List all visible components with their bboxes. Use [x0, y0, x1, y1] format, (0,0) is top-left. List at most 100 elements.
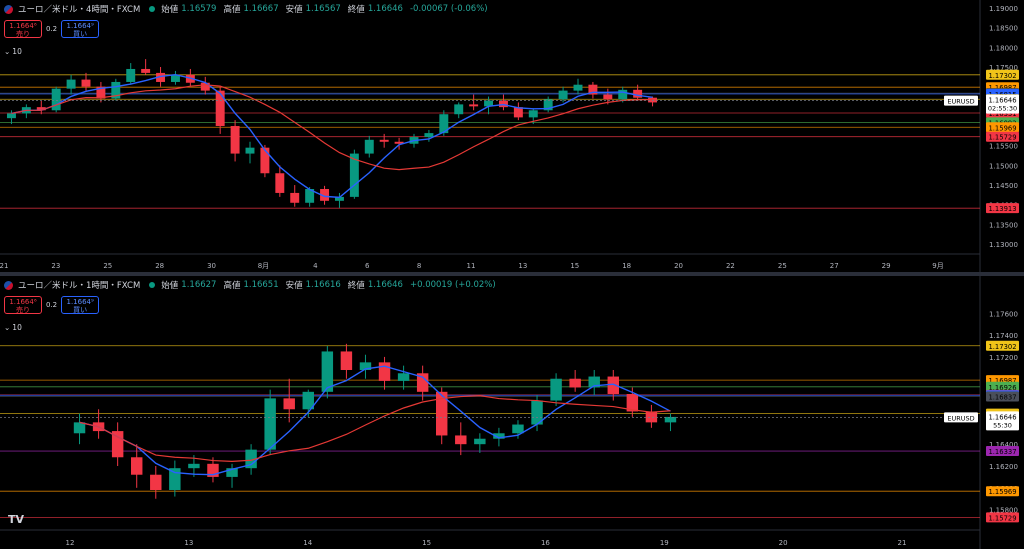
candle-body — [200, 82, 210, 91]
chart-canvas-4h[interactable]: 1.190001.185001.180001.175001.165001.160… — [0, 0, 1024, 272]
x-tick-label: 20 — [674, 262, 683, 270]
high-label: 高値 — [223, 281, 241, 291]
market-open-icon — [149, 282, 156, 288]
last-price-label: 1.16646 — [988, 97, 1016, 105]
candle-body — [349, 153, 359, 197]
candle-body — [359, 362, 372, 370]
x-tick-label: 18 — [622, 262, 631, 270]
buy-price: 1.1664⁹ — [66, 298, 94, 306]
candle-body — [320, 189, 330, 201]
candle-body — [230, 126, 240, 154]
candle-body — [603, 94, 613, 100]
y-tick-label: 1.13500 — [989, 221, 1018, 229]
x-tick-label: 28 — [155, 262, 164, 270]
indicator-toggle-4h[interactable]: ⌄ 10 — [4, 47, 22, 56]
x-tick-label: 20 — [779, 539, 788, 547]
candle-body — [455, 435, 467, 445]
trade-buttons-1h: 1.1664⁶ 売り 0.2 1.1664⁹ 買い — [4, 296, 100, 314]
price-level-badge — [986, 122, 1019, 133]
low-label: 安値 — [285, 5, 303, 15]
y-tick-label: 1.17500 — [989, 64, 1018, 72]
candle-body — [531, 400, 543, 425]
last-price-label: 1.16646 — [988, 413, 1016, 421]
candle-body — [275, 173, 285, 193]
indicator-count: 10 — [12, 323, 22, 332]
x-tick-label: 9月 — [932, 262, 943, 270]
indicator-toggle-1h[interactable]: ⌄ 10 — [4, 323, 22, 332]
price-level-label: 1.16331 — [988, 110, 1016, 118]
ma-short-line — [11, 73, 653, 199]
buy-price: 1.1664⁹ — [66, 22, 94, 30]
candle-body — [188, 463, 200, 469]
candle-body — [543, 99, 553, 111]
ma-long-line — [11, 84, 653, 171]
y-tick-label: 1.16200 — [989, 463, 1018, 471]
candle-body — [436, 391, 448, 436]
candle-body — [618, 89, 628, 100]
symbol-title[interactable]: ユーロ／米ドル・4時間・FXCM — [18, 5, 141, 15]
candle-body — [454, 104, 464, 115]
sell-label: 売り — [16, 30, 30, 38]
buy-button[interactable]: 1.1664⁹ 買い — [61, 20, 100, 38]
candle-body — [6, 113, 16, 119]
price-level-badge — [986, 381, 1019, 392]
candle-body — [379, 139, 389, 142]
candle-body — [498, 100, 508, 108]
candle-body — [569, 378, 581, 388]
price-level-label: 1.16987 — [988, 377, 1016, 385]
candle-body — [588, 84, 598, 95]
price-level-label: 1.17302 — [988, 343, 1016, 351]
x-tick-label: 15 — [422, 539, 431, 547]
candle-body — [364, 139, 374, 154]
x-tick-label: 4 — [313, 262, 318, 270]
y-tick-label: 1.16400 — [989, 441, 1018, 449]
low-label: 安値 — [285, 281, 303, 291]
sell-button[interactable]: 1.1664⁶ 売り — [4, 296, 42, 314]
x-tick-label: 13 — [184, 539, 193, 547]
candle-body — [484, 100, 494, 107]
candle-body — [73, 422, 86, 434]
price-level-badge — [986, 69, 1019, 80]
x-tick-label: 22 — [726, 262, 735, 270]
open-value: 1.16579 — [181, 4, 217, 14]
x-tick-label: 21 — [0, 262, 8, 270]
chart-canvas-1h[interactable]: 1.176001.174001.172001.164001.162001.160… — [0, 276, 1024, 549]
x-tick-label: 25 — [103, 262, 112, 270]
x-tick-label: 11 — [467, 262, 476, 270]
y-tick-label: 1.17600 — [989, 310, 1018, 318]
candle-body — [469, 104, 479, 107]
eurusd-flag-icon — [4, 4, 13, 14]
y-tick-label: 1.17400 — [989, 332, 1018, 340]
symbol-header-4h: ユーロ／米ドル・4時間・FXCM 始値 1.16579 高値 1.16667 安値 1… — [4, 3, 492, 15]
candle-body — [51, 88, 61, 111]
tradingview-logo-icon[interactable]: TV — [8, 513, 25, 526]
chart-pane-1h[interactable]: 1.176001.174001.172001.164001.162001.160… — [0, 276, 1024, 549]
symbol-title[interactable]: ユーロ／米ドル・1時間・FXCM — [18, 281, 141, 291]
candle-body — [245, 449, 257, 469]
candle-body — [512, 424, 524, 434]
candle-body — [633, 89, 643, 98]
sell-button[interactable]: 1.1664⁶ 売り — [4, 20, 42, 38]
chart-pane-4h[interactable]: 1.190001.185001.180001.175001.165001.160… — [0, 0, 1024, 272]
chevron-down-icon: ⌄ — [4, 323, 11, 332]
candle-body — [150, 474, 162, 490]
candle-body — [378, 362, 391, 381]
price-level-label: 1.15729 — [988, 514, 1016, 522]
buy-button[interactable]: 1.1664⁹ 買い — [61, 296, 100, 314]
x-tick-label: 14 — [303, 539, 312, 547]
candle-body — [283, 398, 295, 410]
candle-body — [321, 351, 334, 392]
last-price-badge — [986, 411, 1019, 431]
symbol-tag — [944, 412, 978, 423]
pane-divider[interactable] — [0, 272, 1024, 276]
ma-short-line — [79, 365, 671, 476]
candle-body — [397, 373, 410, 381]
price-level-badge — [986, 131, 1019, 142]
price-level-badge — [986, 446, 1019, 457]
candle-body — [416, 373, 429, 392]
candle-body — [169, 468, 181, 490]
candle-body — [131, 457, 143, 475]
candle-body — [439, 114, 449, 134]
candle-body — [126, 68, 136, 82]
candle-body — [170, 74, 180, 82]
